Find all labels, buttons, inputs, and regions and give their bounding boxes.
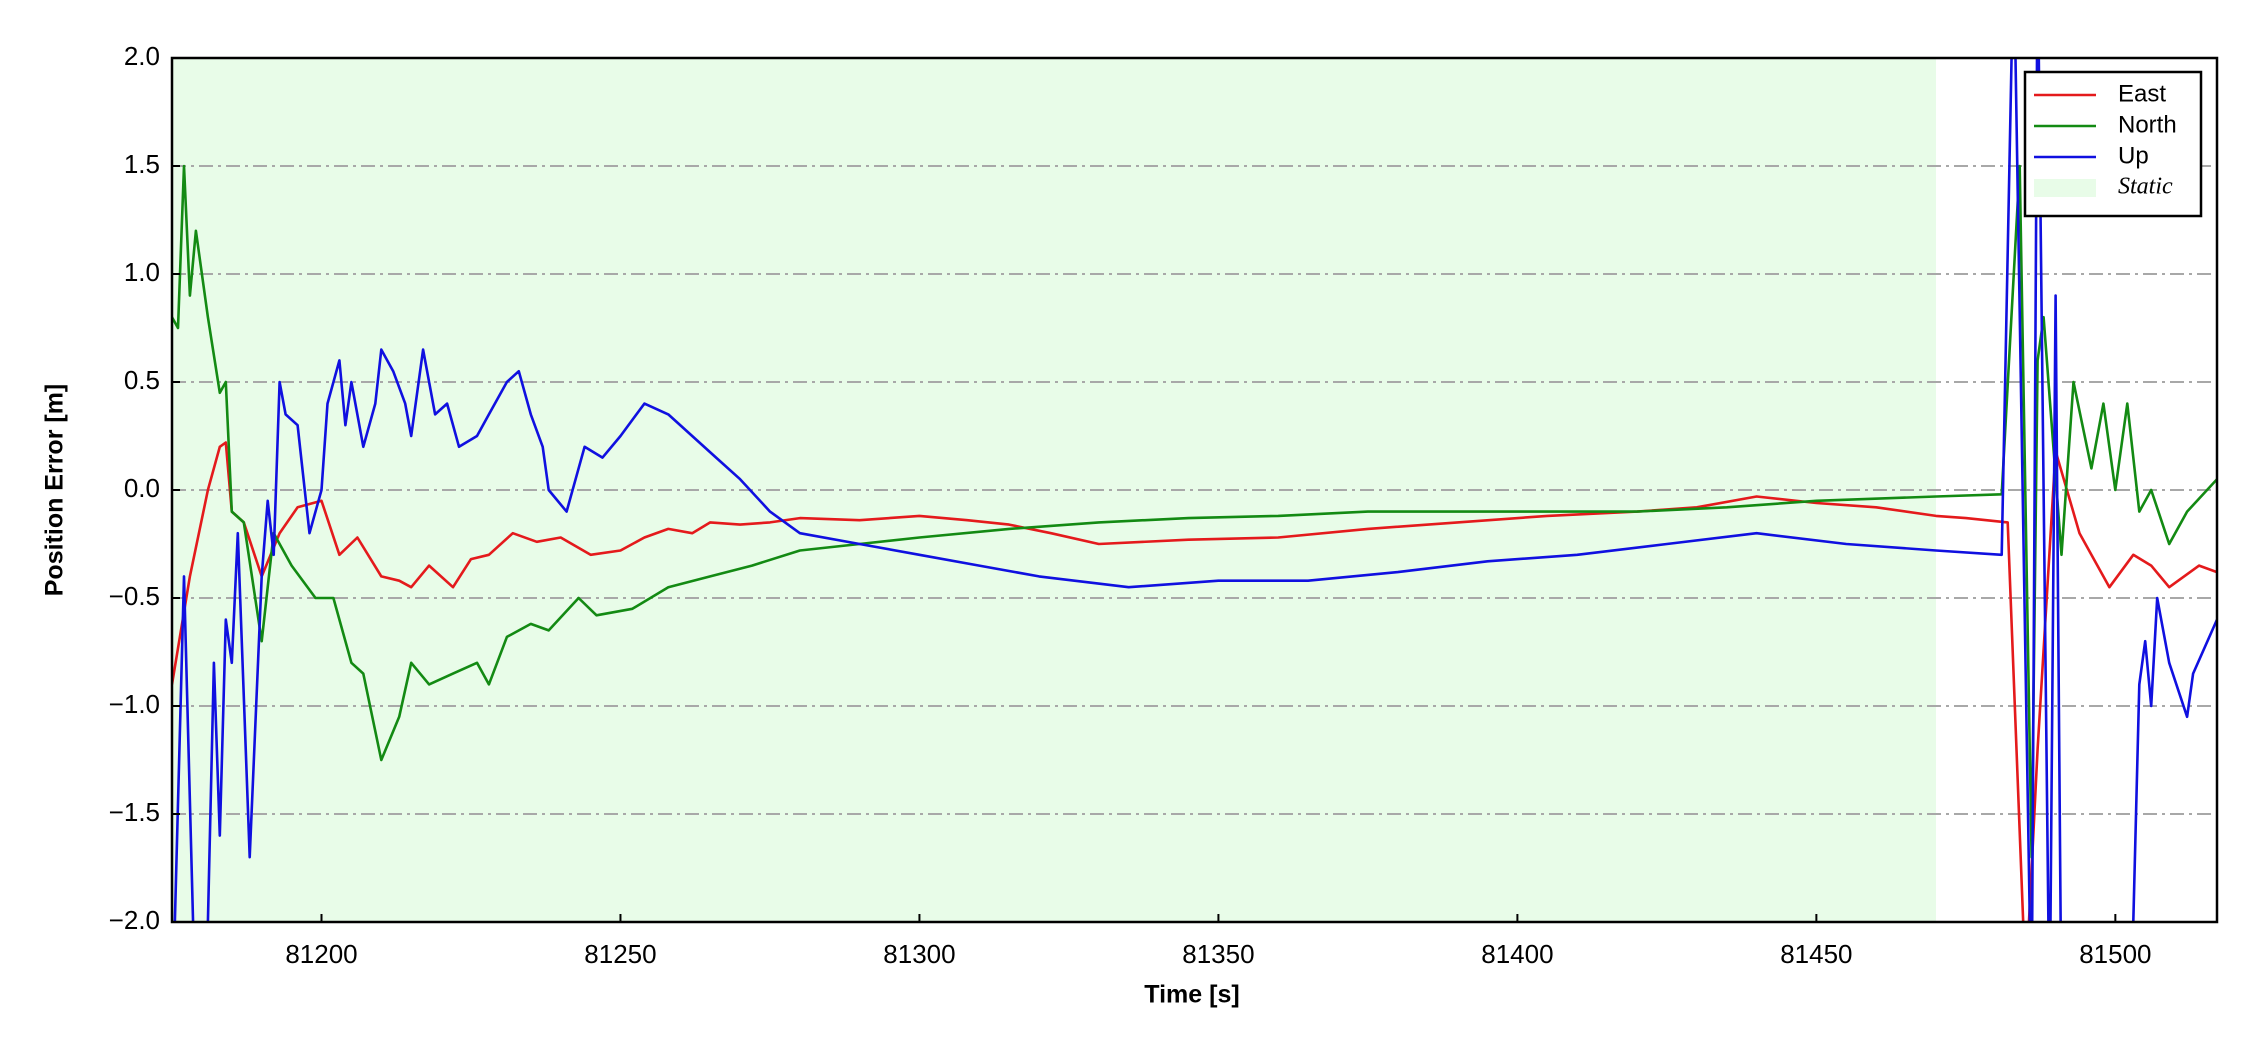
y-tick-label: 1.5 [124, 149, 160, 179]
series-line [172, 164, 2217, 859]
x-tick-label: 81450 [1780, 939, 1852, 969]
legend-label: East [2118, 80, 2166, 107]
x-tick-label: 81400 [1481, 939, 1553, 969]
x-tick-label: 81500 [2079, 939, 2151, 969]
legend: East North Up Static [2023, 70, 2203, 218]
y-tick-label: −0.5 [109, 581, 160, 611]
series-line [172, 441, 2217, 922]
legend-label: Static [2118, 174, 2173, 200]
x-tick-label: 81350 [1182, 939, 1254, 969]
y-tick-label: 0.0 [124, 473, 160, 503]
x-tick-label: 81300 [883, 939, 955, 969]
y-axis-label: Position Error [m] [41, 384, 69, 597]
y-tick-label: −1.5 [109, 797, 160, 827]
y-tick-label: 0.5 [124, 365, 160, 395]
legend-label: North [2118, 111, 2177, 138]
x-tick-label: 81200 [285, 939, 357, 969]
y-tick-label: −2.0 [109, 905, 160, 935]
y-tick-label: 1.0 [124, 257, 160, 287]
legend-swatch [2034, 179, 2096, 197]
y-tick-label: 2.0 [124, 41, 160, 71]
x-tick-label: 81250 [584, 939, 656, 969]
x-axis-label: Time [s] [1144, 981, 1239, 1009]
y-tick-label: −1.0 [109, 689, 160, 719]
ticks: −2.0 −1.5 −1.0 −0.5 0.0 0.5 1.0 1.5 2.0 81200 8125… [109, 41, 2152, 969]
legend-label: Up [2118, 142, 2149, 169]
series-line [173, 58, 2217, 922]
lines [172, 58, 2217, 922]
